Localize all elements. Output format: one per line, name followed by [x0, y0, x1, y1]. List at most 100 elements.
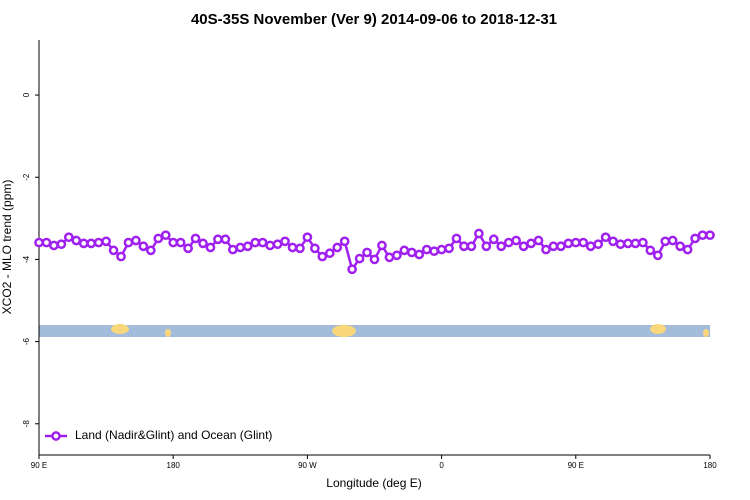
data-point [56, 239, 67, 250]
data-point [675, 241, 686, 252]
data-point [638, 237, 648, 248]
data-point [451, 233, 462, 244]
data-point [369, 254, 380, 265]
data-point [265, 240, 275, 251]
y-axis-label: XCO2 - MLO trend (ppm) [0, 180, 14, 315]
data-point [108, 245, 119, 256]
land-blob [650, 324, 666, 334]
data-point [362, 247, 372, 258]
data-point [86, 238, 97, 249]
data-point [436, 244, 447, 255]
data-point [153, 233, 164, 244]
data-point [570, 237, 581, 248]
data-point [34, 237, 44, 248]
data-point [93, 237, 104, 248]
data-point [526, 238, 536, 249]
data-point [339, 236, 350, 247]
data-point [227, 244, 238, 255]
data-point [145, 245, 156, 256]
ocean-strip [39, 325, 710, 337]
data-point [205, 242, 216, 253]
data-point [533, 235, 544, 246]
data-point [183, 243, 193, 254]
x-tick-label: 90 E [568, 461, 584, 470]
land-ocean-strip [39, 324, 710, 337]
data-point [630, 238, 641, 249]
data-point [444, 243, 454, 254]
data-point [220, 234, 231, 245]
land-blob [111, 324, 129, 334]
data-point [347, 264, 357, 275]
data-point [488, 234, 499, 245]
data-point [660, 236, 671, 247]
y-tick-label: -8 [22, 420, 31, 428]
data-point [697, 230, 708, 241]
data-point [324, 248, 335, 259]
data-point [123, 237, 134, 248]
data-point [623, 238, 633, 249]
data-point [645, 245, 656, 256]
data-point [399, 245, 410, 256]
data-point [421, 244, 432, 255]
data-point [310, 243, 320, 254]
data-point [667, 235, 678, 246]
y-tick-label: -4 [22, 255, 31, 263]
y-tick-label: -6 [22, 337, 31, 345]
data-point [414, 249, 425, 260]
x-tick-label: 180 [167, 461, 181, 470]
land-blob [332, 325, 356, 337]
data-point [481, 241, 492, 252]
data-point [406, 247, 417, 258]
x-tick-label: 0 [439, 461, 444, 470]
data-point [49, 240, 59, 251]
data-point [563, 238, 574, 249]
data-point [317, 251, 328, 262]
data-point [175, 237, 186, 248]
data-point [71, 235, 82, 246]
data-point [101, 236, 111, 247]
x-tick-label: 90 W [298, 461, 317, 470]
data-point [608, 236, 618, 247]
data-point [474, 228, 484, 239]
data-point [131, 235, 141, 246]
data-point [459, 241, 469, 252]
chart-title: 40S-35S November (Ver 9) 2014-09-06 to 2… [191, 11, 557, 28]
data-point [585, 241, 596, 252]
data-point [287, 242, 298, 253]
data-point [250, 237, 261, 248]
data-point [41, 237, 52, 248]
data-point [578, 237, 589, 248]
data-point [541, 244, 551, 255]
data-point [295, 243, 305, 254]
data-point [198, 238, 208, 249]
legend-label: Land (Nadir&Glint) and Ocean (Glint) [75, 428, 272, 442]
data-point [682, 244, 693, 255]
data-point [280, 236, 290, 247]
data-point [235, 242, 246, 253]
data-point [213, 234, 223, 245]
data-point [496, 241, 507, 252]
data-point [511, 235, 522, 246]
data-point [652, 250, 663, 261]
land-blob [165, 329, 171, 337]
data-point [503, 237, 514, 248]
data-point [354, 253, 365, 264]
data-point [116, 251, 126, 262]
y-tick-label: -2 [22, 173, 31, 181]
data-point [392, 250, 402, 261]
data-point [242, 241, 253, 252]
data-point [190, 233, 201, 244]
data-point [138, 241, 149, 252]
data-point [272, 239, 283, 250]
data-point [78, 238, 89, 249]
data-point [429, 246, 439, 257]
data-point [302, 232, 313, 243]
land-blob [703, 329, 709, 337]
x-tick-label: 90 E [31, 461, 47, 470]
data-point [384, 252, 395, 263]
y-tick-label: 0 [22, 92, 31, 97]
x-axis-label: Longitude (deg E) [326, 476, 421, 490]
data-point [377, 240, 387, 251]
